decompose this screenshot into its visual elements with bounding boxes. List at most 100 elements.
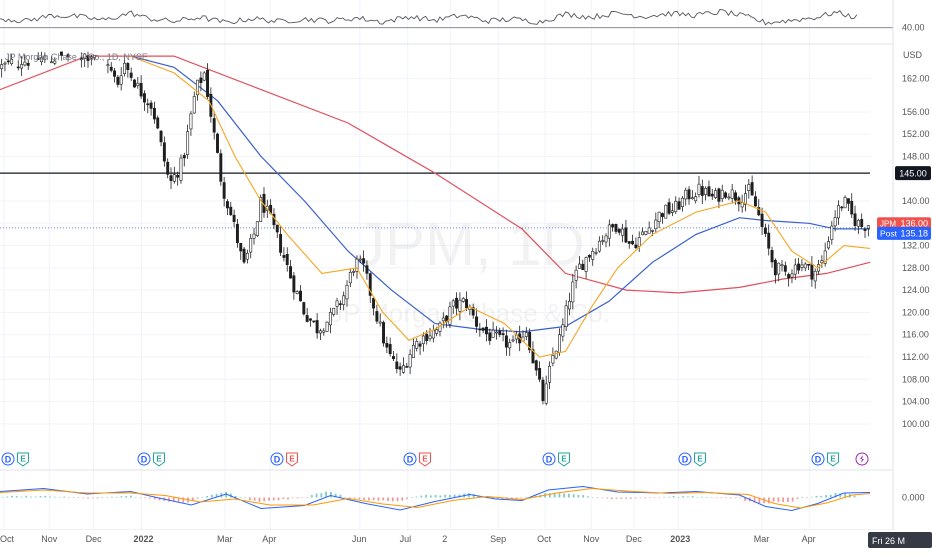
earnings-marker[interactable]: E <box>827 452 839 467</box>
candle <box>156 115 160 130</box>
x-tick-label: Mar <box>217 534 233 544</box>
svg-text:D: D <box>141 455 148 465</box>
x-tick-label: Oct <box>537 534 552 544</box>
candle <box>332 307 336 317</box>
candle <box>597 236 601 253</box>
chart-legend: JP Morgan Chase & Co., 1D, NYSE <box>5 52 148 62</box>
post-market-tag[interactable]: Post 135.18 <box>877 226 931 240</box>
candle <box>239 242 243 260</box>
macd-histogram-bar <box>68 497 70 499</box>
price-axis[interactable]: 100.00 104.00 108.00 112.00 116.00 120.00 124.… <box>877 0 932 550</box>
macd-histogram-bar <box>334 493 337 498</box>
price-pane[interactable] <box>0 51 871 406</box>
rsi-level-label: 40.00 <box>902 23 925 33</box>
earnings-marker[interactable]: E <box>153 452 165 467</box>
earnings-marker[interactable]: E <box>694 452 706 467</box>
candle <box>767 224 771 256</box>
macd-pane[interactable] <box>0 485 871 512</box>
macd-histogram-bar <box>720 497 723 499</box>
candle <box>10 54 14 66</box>
candle <box>524 327 528 341</box>
candle <box>827 236 830 250</box>
dividend-marker[interactable]: D <box>270 452 284 466</box>
macd-histogram-bar <box>606 497 608 499</box>
candle <box>368 272 372 303</box>
macd-histogram-bar <box>72 497 75 498</box>
candle <box>106 58 110 74</box>
earnings-marker[interactable]: E <box>419 452 431 467</box>
candle <box>405 362 409 368</box>
candle <box>289 260 293 279</box>
candle <box>458 292 462 321</box>
dividend-marker[interactable]: D <box>678 452 692 466</box>
macd-histogram-bar <box>782 497 785 503</box>
macd-histogram-bar <box>548 493 551 498</box>
x-tick-label: Dec <box>626 534 643 544</box>
macd-histogram-bar <box>115 497 118 498</box>
macd-histogram-bar <box>182 497 185 503</box>
candle <box>259 194 263 222</box>
macd-histogram-bar <box>30 496 32 498</box>
macd-histogram-bar <box>153 497 156 500</box>
rsi-pane[interactable] <box>0 9 893 29</box>
candle <box>475 308 478 333</box>
candle <box>488 328 492 345</box>
macd-histogram-bar <box>277 497 280 501</box>
dividend-marker[interactable]: D <box>1 452 15 466</box>
macd-histogram-bar <box>806 497 808 499</box>
price-axis-bg <box>893 0 932 530</box>
time-axis-bg <box>0 530 932 550</box>
macd-histogram-bar <box>725 497 727 499</box>
candle <box>309 318 312 327</box>
y-tick-label: 140.00 <box>902 196 930 206</box>
macd-histogram-bar <box>244 497 247 499</box>
time-axis[interactable]: Oct Nov Dec 2022 Mar Apr Jun Jul 2 Sep Oct Nov Dec 20… <box>0 530 932 550</box>
macd-histogram-bar <box>196 497 199 499</box>
earnings-marker[interactable]: E <box>286 452 298 467</box>
last-price-tag[interactable]: JPM 136.00 <box>877 217 931 230</box>
y-tick-label: 152.00 <box>902 129 930 139</box>
macd-histogram-bar <box>268 497 270 501</box>
macd-histogram-bar <box>87 497 89 499</box>
svg-text:E: E <box>422 455 428 464</box>
macd-histogram-bar <box>796 497 799 500</box>
dividend-marker[interactable]: D <box>403 452 417 466</box>
earnings-marker[interactable]: E <box>17 452 29 467</box>
candle <box>724 191 728 199</box>
dividend-marker[interactable]: D <box>811 452 825 466</box>
macd-histogram-bar <box>344 497 347 498</box>
macd-histogram-bar <box>658 497 661 499</box>
candle <box>807 263 811 270</box>
macd-histogram-bar <box>425 494 427 498</box>
candle <box>548 361 552 390</box>
candle <box>418 340 422 355</box>
candle <box>511 335 515 343</box>
svg-text:E: E <box>697 455 703 464</box>
earnings-marker[interactable]: E <box>558 452 570 467</box>
candle <box>142 90 146 111</box>
split-marker[interactable] <box>855 452 869 466</box>
svg-text:E: E <box>830 455 836 464</box>
macd-histogram-bar <box>444 494 447 498</box>
candle <box>229 201 233 216</box>
candle <box>657 211 661 229</box>
macd-histogram-bar <box>706 497 708 499</box>
candle <box>176 171 180 186</box>
candle <box>611 223 615 232</box>
macd-histogram-bar <box>396 497 399 502</box>
candle <box>690 190 694 200</box>
candle <box>299 285 302 302</box>
macd-histogram-bar <box>810 496 813 498</box>
level-145-tag[interactable]: 145.00 <box>895 166 931 181</box>
sma-mid-line <box>130 55 870 333</box>
candle <box>750 175 754 196</box>
macd-histogram-bar <box>772 497 775 502</box>
macd-histogram-bar <box>653 497 656 499</box>
dividend-marker[interactable]: D <box>542 452 556 466</box>
candle <box>328 307 332 334</box>
dividend-marker[interactable]: D <box>137 452 151 466</box>
candle <box>670 203 674 217</box>
candle <box>26 59 30 71</box>
candle <box>783 261 787 276</box>
